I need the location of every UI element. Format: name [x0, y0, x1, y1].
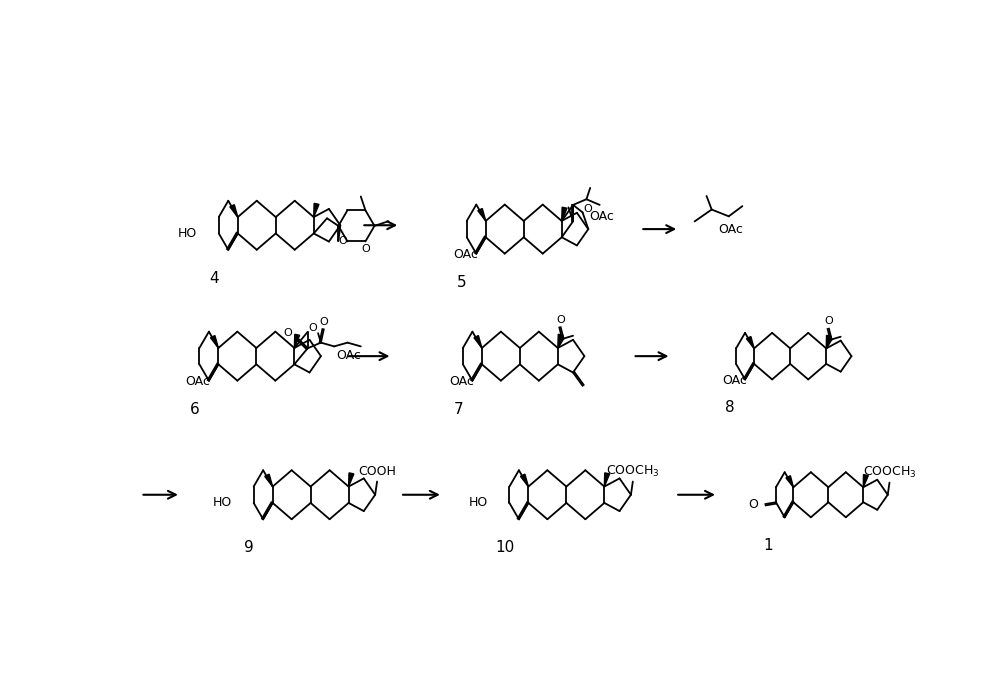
- Text: O: O: [309, 323, 317, 333]
- Text: 5: 5: [457, 275, 467, 290]
- Polygon shape: [478, 208, 486, 221]
- Polygon shape: [210, 335, 218, 348]
- Text: O: O: [584, 204, 592, 214]
- Text: O: O: [556, 315, 565, 324]
- Text: 9: 9: [244, 540, 254, 555]
- Polygon shape: [265, 474, 273, 486]
- Text: COOCH$_3$: COOCH$_3$: [606, 464, 660, 479]
- Text: O: O: [748, 497, 758, 511]
- Text: HO: HO: [468, 496, 488, 509]
- Text: O: O: [319, 317, 328, 327]
- Polygon shape: [294, 334, 300, 348]
- Text: OAc: OAc: [453, 248, 478, 261]
- Polygon shape: [314, 204, 319, 217]
- Polygon shape: [863, 475, 868, 487]
- Polygon shape: [230, 205, 238, 217]
- Text: O: O: [283, 328, 292, 339]
- Text: 4: 4: [209, 270, 219, 286]
- Text: OAc: OAc: [718, 223, 743, 236]
- Text: 7: 7: [453, 402, 463, 417]
- Text: OAc: OAc: [337, 349, 361, 362]
- Text: OAc: OAc: [185, 375, 210, 388]
- Polygon shape: [604, 473, 610, 486]
- Text: COOH: COOH: [358, 465, 396, 478]
- Polygon shape: [826, 335, 831, 348]
- Text: OAc: OAc: [449, 375, 474, 388]
- Text: 6: 6: [190, 402, 200, 417]
- Polygon shape: [520, 474, 528, 486]
- Text: O: O: [825, 316, 833, 326]
- Text: HO: HO: [213, 496, 232, 509]
- Text: 8: 8: [725, 400, 734, 415]
- Text: 1: 1: [763, 538, 773, 553]
- Text: COOCH$_3$: COOCH$_3$: [863, 465, 916, 480]
- Polygon shape: [562, 207, 567, 221]
- Text: OAc: OAc: [589, 210, 614, 223]
- Polygon shape: [558, 334, 563, 348]
- Text: OAc: OAc: [722, 375, 747, 387]
- Text: HO: HO: [178, 227, 197, 240]
- Text: O: O: [361, 244, 370, 254]
- Polygon shape: [786, 475, 793, 487]
- Polygon shape: [474, 335, 482, 348]
- Polygon shape: [746, 337, 754, 348]
- Polygon shape: [349, 473, 354, 486]
- Text: O: O: [339, 236, 347, 246]
- Text: 10: 10: [495, 540, 514, 555]
